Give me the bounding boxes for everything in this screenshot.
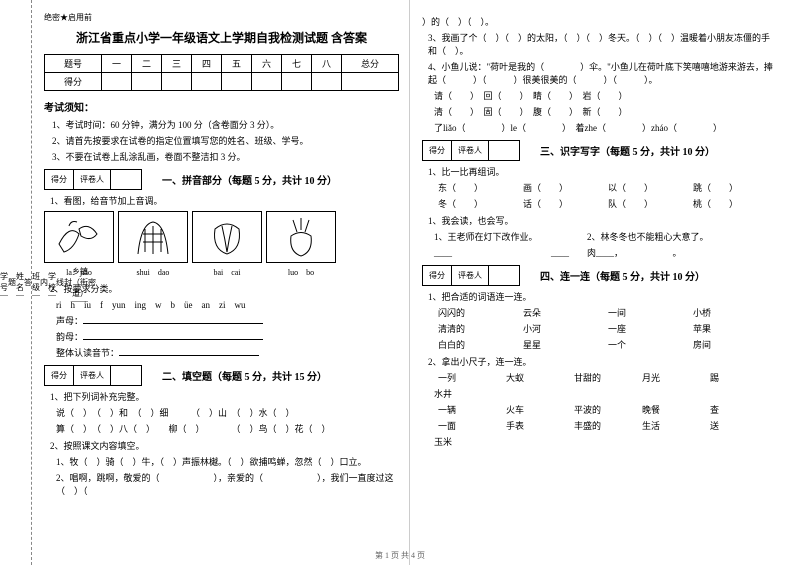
th: 二: [131, 55, 161, 73]
exam-title: 浙江省重点小学一年级语文上学期自我检测试题 含答案: [44, 29, 399, 46]
image-row: [44, 211, 399, 263]
letters-line: ri h iu f yun ing w b üe an zi wu: [56, 298, 399, 311]
cabbage-icon: [192, 211, 262, 263]
row-label: 得分: [45, 73, 102, 91]
content-columns: 绝密★启用前 浙江省重点小学一年级语文上学期自我检测试题 含答案 题号 一 二 …: [32, 0, 800, 565]
section-head: 得分 评卷人 四、连一连（每题 5 分，共计 10 分）: [422, 265, 778, 286]
fill-line: 4、小鱼儿说："荷叶是我的（ ）伞。"小鱼儿在荷叶底下笑嘻嘻地游来游去，捧起（ …: [428, 60, 778, 86]
edge-mark: 答: [24, 277, 32, 288]
th: 三: [161, 55, 191, 73]
fill-line: 算（ ） （ ）八（ ） 柳（ ） （ ）鸟（ ）花（ ）: [56, 422, 399, 435]
extra-word: 水井: [434, 387, 778, 400]
score-box: 得分 评卷人: [422, 140, 520, 161]
question-text: 2、按照课文内容填空。: [50, 439, 399, 452]
question-text: 1、把下列词补充完整。: [50, 390, 399, 403]
match-row: 清清的 小河 一座 苹果: [438, 322, 778, 335]
rice-icon: [118, 211, 188, 263]
secret-label: 绝密★启用前: [44, 12, 399, 23]
th: 一: [101, 55, 131, 73]
th: 总分: [341, 55, 398, 73]
question-text: 1、把合适的词语连一连。: [428, 290, 778, 303]
continued-line: ）的（ ）（ ）。: [422, 15, 778, 28]
fill-line: 说（ ） （ ）和 （ ）细 （ ）山 （ ）水（ ）: [56, 406, 399, 419]
pinyin: bai cai: [192, 267, 262, 278]
fill-line: 3、我画了个（ ）（ ）的太阳，（ ）（ ）冬天。（ ）（ ）温暖着小朋友冻僵的…: [428, 31, 778, 57]
question-text: 1、看图，给音节加上音调。: [50, 194, 399, 207]
score-box: 得分 评卷人: [44, 169, 142, 190]
extra-word: 玉米: [434, 435, 778, 448]
section-head: 得分 评卷人 二、填空题（每题 5 分，共计 15 分）: [44, 365, 399, 386]
match-row: 一面 手表 丰盛的 生活 送: [438, 419, 778, 432]
th: 七: [281, 55, 311, 73]
notice-title: 考试须知：: [44, 99, 399, 114]
question-text: 2、按要求分类。: [50, 282, 399, 295]
answer-line: 声母：: [56, 314, 399, 327]
score-table: 题号 一 二 三 四 五 六 七 八 总分 得分: [44, 54, 399, 91]
score-box: 得分 评卷人: [422, 265, 520, 286]
notice-item: 1、考试时间：60 分钟，满分为 100 分（含卷面分 3 分）。: [52, 118, 399, 131]
notice-item: 2、请首先按要求在试卷的指定位置填写您的姓名、班级、学号。: [52, 134, 399, 147]
right-column: ）的（ ）（ ）。 3、我画了个（ ）（ ）的太阳，（ ）（ ）冬天。（ ）（ …: [410, 0, 788, 565]
fill-line: 1、牧（ ）骑（ ）牛，（ ）声振林樾。（ ）欲捕鸣蝉，忽然（ ）口立。: [56, 455, 399, 468]
th: 五: [221, 55, 251, 73]
pinyin: shui dao: [118, 267, 188, 278]
question-text: 2、拿出小尺子，连一连。: [428, 355, 778, 368]
match-row: 闪闪的 云朵 一间 小桥: [438, 306, 778, 319]
score-label: 得分: [45, 170, 74, 189]
match-row: 白白的 星星 一个 房间: [438, 338, 778, 351]
answer-line: ____ ____ 肉____， 。: [434, 246, 778, 259]
edge-mark: 题: [8, 277, 16, 288]
pinyin-row: la jiao shui dao bai cai luo bo: [44, 267, 399, 278]
zuci-line: 了liǎo（ ）le（ ） 着zhe（ ）zháo（ ）: [434, 121, 778, 134]
left-column: 绝密★启用前 浙江省重点小学一年级语文上学期自我检测试题 含答案 题号 一 二 …: [32, 0, 410, 565]
section-title: 三、识字写字（每题 5 分，共计 10 分）: [540, 143, 715, 158]
fill-line: 2、唱啊，跳啊，敬爱的（ ），亲爱的（ ），我们一直度过这（ ）（: [56, 471, 399, 497]
section-head: 得分 评卷人 三、识字写字（每题 5 分，共计 10 分）: [422, 140, 778, 161]
notice-list: 1、考试时间：60 分钟，满分为 100 分（含卷面分 3 分）。 2、请首先按…: [44, 118, 399, 163]
zuci-line: 清（ ） 固（ ） 腹（ ） 新（ ）: [434, 105, 778, 118]
match-row: 一辆 火车 平波的 晚餐 查: [438, 403, 778, 416]
word-row: 东（ ） 画（ ） 以（ ） 跳（ ）: [438, 181, 778, 194]
question-text: 1、我会读，也会写。: [428, 214, 778, 227]
word-row: 冬（ ） 话（ ） 队（ ） 桃（ ）: [438, 197, 778, 210]
radish-icon: [266, 211, 336, 263]
pepper-icon: [44, 211, 114, 263]
answer-line: 整体认读音节：: [56, 346, 399, 359]
section-title: 二、填空题（每题 5 分，共计 15 分）: [162, 368, 327, 383]
pinyin: luo bo: [266, 267, 336, 278]
match-row: 一列 大蚁 甘甜的 月光 踢: [438, 371, 778, 384]
page-number: 第 1 页 共 4 页: [0, 550, 800, 561]
pinyin: la jiao: [44, 267, 114, 278]
edge-label: 学号: [0, 269, 8, 296]
answer-line: 韵母：: [56, 330, 399, 343]
edge-label: 姓名: [16, 269, 24, 296]
th: 六: [251, 55, 281, 73]
section-title: 一、拼音部分（每题 5 分，共计 10 分）: [162, 172, 337, 187]
th: 四: [191, 55, 221, 73]
section-title: 四、连一连（每题 5 分，共计 10 分）: [540, 268, 705, 283]
question-text: 1、比一比再组词。: [428, 165, 778, 178]
zuci-line: 请（ ） 回（ ） 睛（ ） 岩（ ）: [434, 89, 778, 102]
grader-label: 评卷人: [74, 170, 111, 189]
notice-item: 3、不要在试卷上乱涂乱画，卷面不整洁扣 3 分。: [52, 150, 399, 163]
binding-margin: 学号 题 姓名 答 班级 内 学校 线 封 乡镇（街道） 密: [0, 0, 32, 565]
section-head: 得分 评卷人 一、拼音部分（每题 5 分，共计 10 分）: [44, 169, 399, 190]
th: 题号: [45, 55, 102, 73]
score-box: 得分 评卷人: [44, 365, 142, 386]
th: 八: [311, 55, 341, 73]
sentence-line: 1、王老师在灯下改作业。 2、林冬冬也不能粗心大意了。: [434, 230, 778, 243]
